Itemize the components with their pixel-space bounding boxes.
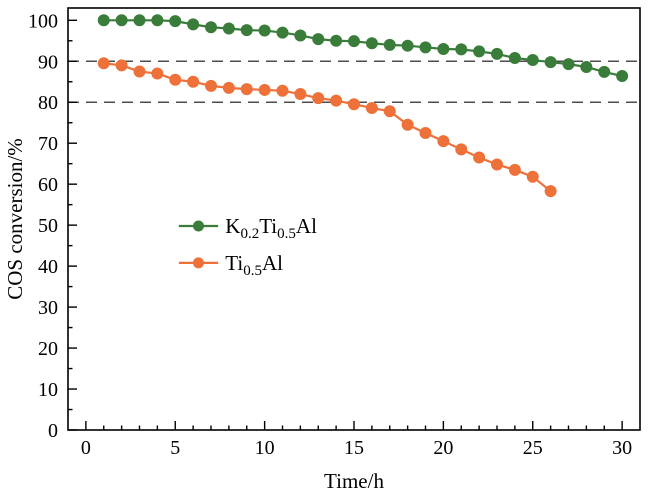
svg-text:20: 20 bbox=[38, 338, 58, 360]
data-point bbox=[115, 59, 128, 72]
data-point bbox=[419, 126, 432, 139]
series-ti05al bbox=[97, 57, 557, 198]
data-point bbox=[365, 101, 378, 114]
data-point bbox=[437, 135, 450, 148]
data-point bbox=[187, 75, 200, 88]
data-point bbox=[491, 47, 503, 60]
data-point bbox=[276, 84, 289, 97]
data-point bbox=[383, 105, 396, 118]
svg-text:40: 40 bbox=[38, 256, 58, 278]
data-point bbox=[151, 14, 164, 27]
data-point bbox=[169, 15, 182, 28]
data-point bbox=[598, 65, 611, 78]
data-point bbox=[383, 38, 396, 51]
data-point bbox=[294, 88, 307, 101]
data-point bbox=[562, 58, 575, 71]
data-point bbox=[294, 29, 307, 42]
data-point bbox=[205, 21, 217, 34]
data-point bbox=[491, 158, 503, 171]
ref-lines bbox=[68, 60, 640, 103]
data-point bbox=[544, 185, 557, 198]
data-point bbox=[258, 24, 271, 37]
data-point bbox=[312, 92, 325, 105]
data-point bbox=[544, 56, 557, 69]
svg-text:20: 20 bbox=[433, 437, 453, 459]
data-point bbox=[312, 33, 325, 46]
data-point bbox=[401, 39, 414, 52]
data-point bbox=[169, 73, 182, 86]
data-point bbox=[187, 18, 200, 31]
svg-text:10: 10 bbox=[255, 437, 275, 459]
data-point bbox=[97, 14, 110, 27]
svg-text:90: 90 bbox=[38, 51, 58, 73]
data-point bbox=[508, 51, 521, 64]
data-point bbox=[526, 170, 539, 183]
data-point bbox=[419, 41, 432, 54]
legend: K0.2Ti0.5Al Ti0.5Al bbox=[178, 214, 317, 279]
data-point bbox=[580, 60, 593, 73]
x-axis: 0 5 10 15 20 25 30 bbox=[81, 421, 632, 459]
svg-text:0: 0 bbox=[81, 437, 91, 459]
data-point bbox=[240, 24, 253, 37]
data-point bbox=[330, 34, 343, 47]
svg-text:30: 30 bbox=[612, 437, 632, 459]
svg-text:30: 30 bbox=[38, 297, 58, 319]
legend-label: Ti0.5Al bbox=[225, 251, 283, 279]
data-point bbox=[348, 98, 360, 111]
svg-text:25: 25 bbox=[523, 437, 543, 459]
data-point bbox=[330, 94, 343, 107]
data-point bbox=[222, 22, 235, 35]
svg-text:0: 0 bbox=[48, 420, 58, 442]
data-point bbox=[222, 81, 235, 94]
svg-text:80: 80 bbox=[38, 92, 58, 114]
y-axis: 0 10 20 30 40 50 60 70 80 90 100 bbox=[28, 10, 77, 442]
svg-text:100: 100 bbox=[28, 10, 58, 32]
data-point bbox=[508, 163, 521, 176]
series-k02ti05al bbox=[97, 14, 629, 83]
svg-text:5: 5 bbox=[170, 437, 180, 459]
data-point bbox=[473, 45, 486, 58]
svg-text:50: 50 bbox=[38, 215, 58, 237]
svg-text:10: 10 bbox=[38, 379, 58, 401]
data-point bbox=[455, 143, 468, 156]
data-point bbox=[526, 54, 539, 67]
data-point bbox=[473, 151, 486, 164]
data-point bbox=[365, 37, 378, 50]
data-point bbox=[401, 118, 414, 131]
data-point bbox=[240, 83, 253, 96]
legend-label: K0.2Ti0.5Al bbox=[225, 214, 317, 242]
data-point bbox=[133, 65, 146, 78]
data-point bbox=[616, 70, 629, 83]
data-point bbox=[258, 83, 271, 96]
data-point bbox=[455, 43, 468, 56]
data-point bbox=[115, 14, 128, 27]
y-axis-label: COS conversion/% bbox=[3, 138, 27, 300]
data-point bbox=[151, 67, 164, 80]
x-axis-label: Time/h bbox=[324, 469, 384, 493]
data-point bbox=[97, 57, 110, 70]
data-point bbox=[133, 14, 146, 27]
svg-text:15: 15 bbox=[344, 437, 364, 459]
data-point bbox=[348, 35, 360, 48]
svg-text:70: 70 bbox=[38, 133, 58, 155]
data-point bbox=[437, 42, 450, 55]
svg-text:60: 60 bbox=[38, 174, 58, 196]
data-point bbox=[276, 26, 289, 39]
data-point bbox=[205, 79, 217, 92]
